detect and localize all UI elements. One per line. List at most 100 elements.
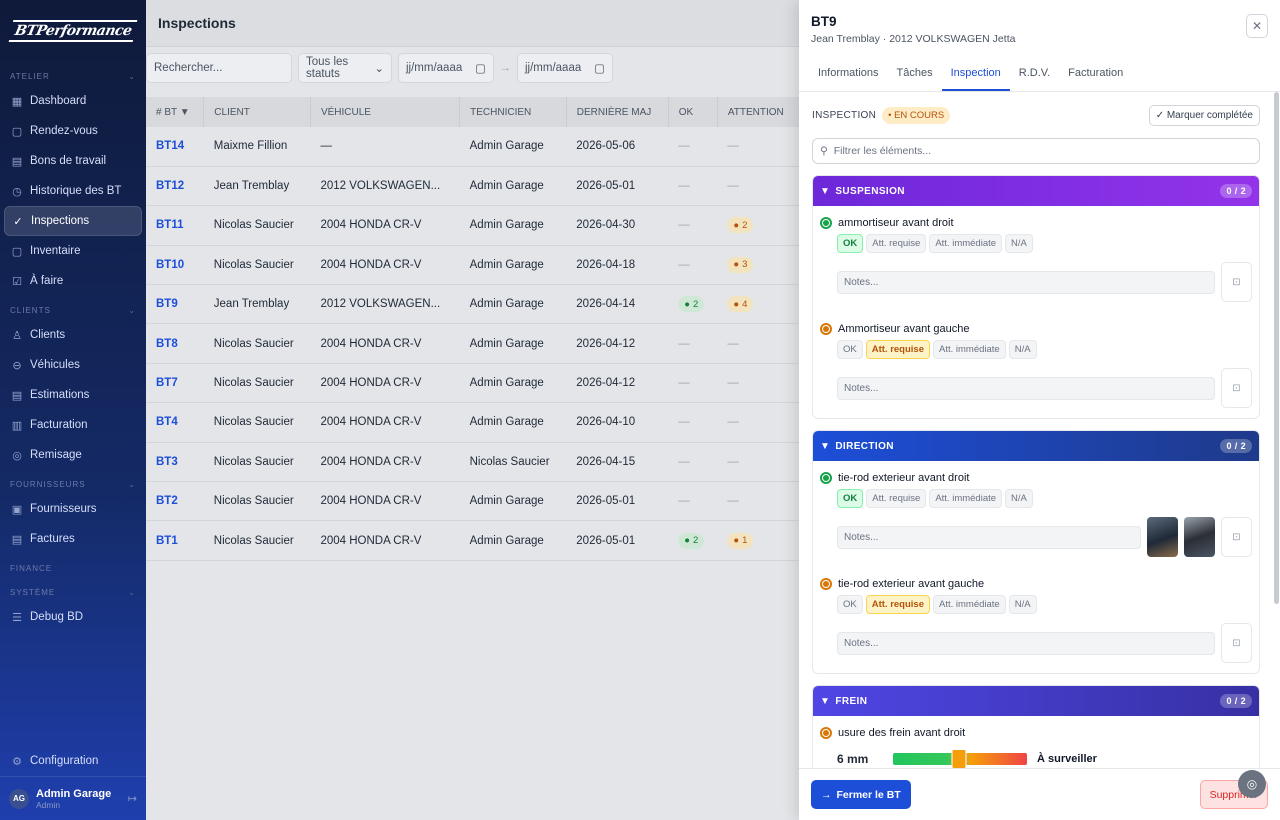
sidebar-item-debug-bd[interactable]: ☰ Debug BD: [4, 602, 142, 632]
help-fab[interactable]: ◎: [1238, 770, 1266, 798]
category-header[interactable]: ▼ SUSPENSION 0 / 2: [813, 176, 1259, 206]
table-row[interactable]: BT10 Nicolas Saucier 2004 HONDA CR-V Admin …: [146, 245, 799, 285]
column-header[interactable]: DERNIÈRE MAJ: [566, 97, 669, 127]
sidebar-item-fournisseurs[interactable]: ▣ Fournisseurs: [4, 494, 142, 524]
sidebar-item-factures[interactable]: ▤ Factures: [4, 524, 142, 554]
status-option-button[interactable]: OK: [837, 340, 863, 359]
status-option-button[interactable]: N/A: [1005, 234, 1033, 253]
bt-link[interactable]: BT12: [156, 180, 185, 193]
table-row[interactable]: BT8 Nicolas Saucier 2004 HONDA CR-V Admin G…: [146, 324, 799, 364]
table-row[interactable]: BT9 Jean Tremblay 2012 VOLKSWAGEN... Admin …: [146, 285, 799, 324]
table-row[interactable]: BT2 Nicolas Saucier 2004 HONDA CR-V Admin G…: [146, 482, 799, 521]
bt-link[interactable]: BT8: [156, 337, 178, 350]
notes-input[interactable]: Notes...: [837, 631, 1215, 655]
sidebar-item-configuration[interactable]: ⚙ Configuration: [4, 746, 142, 776]
status-option-button[interactable]: Att. immédiate: [933, 595, 1006, 614]
sidebar-item-inventaire[interactable]: ▢ Inventaire: [4, 236, 142, 266]
bt-link[interactable]: BT3: [156, 455, 178, 468]
category-header[interactable]: ▼ FREIN 0 / 2: [813, 686, 1259, 716]
status-option-button[interactable]: Att. requise: [866, 489, 927, 508]
table-row[interactable]: BT12 Jean Tremblay 2012 VOLKSWAGEN... Admin…: [146, 166, 799, 206]
sidebar-section-title[interactable]: FOURNISSEURS ⌄: [0, 474, 146, 494]
column-header[interactable]: TECHNICIEN: [459, 97, 567, 127]
status-option-button[interactable]: OK: [837, 234, 864, 253]
column-header[interactable]: # BT ▼: [146, 97, 205, 127]
status-option-button[interactable]: OK: [837, 595, 863, 614]
status-option-button[interactable]: Att. immédiate: [929, 234, 1003, 253]
table-row[interactable]: BT7 Nicolas Saucier 2004 HONDA CR-V Admin G…: [146, 363, 799, 403]
status-option-button[interactable]: N/A: [1008, 340, 1037, 359]
table-row[interactable]: BT4 Nicolas Saucier 2004 HONDA CR-V Admin G…: [146, 403, 799, 443]
tab-facturation[interactable]: Facturation: [1068, 67, 1124, 79]
bt-link[interactable]: BT11: [156, 219, 184, 232]
bt-link[interactable]: BT2: [156, 495, 178, 508]
date-to-input[interactable]: jj/mm/aaaa ▢: [517, 53, 613, 83]
table-row[interactable]: BT14 Maixme Fillion — Admin Garage 2026-05-0…: [146, 127, 799, 167]
sidebar-item-remisage[interactable]: ◎ Remisage: [4, 440, 142, 470]
sidebar-section-title[interactable]: CLIENTS ⌄: [0, 300, 146, 320]
filter-items-input[interactable]: ⚲ Filtrer les éléments...: [812, 138, 1260, 164]
sidebar-section-title[interactable]: FINANCE: [0, 558, 146, 578]
bt-link[interactable]: BT4: [156, 416, 178, 429]
sidebar-item--faire[interactable]: ☑ À faire: [4, 266, 142, 296]
table-row[interactable]: BT3 Nicolas Saucier 2004 HONDA CR-V Nicolas…: [146, 442, 799, 482]
column-header[interactable]: VÉHICULE: [310, 97, 461, 127]
bt-link[interactable]: BT9: [156, 298, 178, 311]
status-option-button[interactable]: Att. requise: [865, 340, 930, 359]
close-button[interactable]: ✕: [1246, 14, 1268, 38]
column-header[interactable]: OK: [668, 97, 718, 127]
sidebar-item-dashboard[interactable]: ▦ Dashboard: [4, 86, 142, 116]
tab-t-ches[interactable]: Tâches: [896, 67, 933, 79]
column-header[interactable]: ATTENTION: [727, 106, 784, 118]
status-option-button[interactable]: Att. immédiate: [929, 489, 1003, 508]
add-photo-button[interactable]: ⊡: [1221, 517, 1252, 557]
sidebar-item-bons-de-travail[interactable]: ▤ Bons de travail: [4, 146, 142, 176]
category-header[interactable]: ▼ DIRECTION 0 / 2: [813, 431, 1259, 461]
status-option-button[interactable]: N/A: [1008, 595, 1037, 614]
tab-r-d-v-[interactable]: R.D.V.: [1018, 67, 1051, 79]
inspection-header: INSPECTION • EN COURS ✓ Marquer complété…: [812, 92, 1260, 138]
table-row[interactable]: BT1 Nicolas Saucier 2004 HONDA CR-V Admin G…: [146, 521, 799, 561]
sidebar-item-inspections[interactable]: ✓ Inspections: [4, 206, 142, 236]
search-input[interactable]: Rechercher...: [146, 53, 292, 83]
close-bt-button[interactable]: → Fermer le BT: [811, 780, 911, 809]
notes-input[interactable]: Notes...: [837, 525, 1141, 549]
sidebar-item-v-hicules[interactable]: ⊖ Véhicules: [4, 350, 142, 380]
add-photo-button[interactable]: ⊡: [1221, 368, 1252, 408]
wear-gauge-slider[interactable]: [893, 749, 1027, 768]
table-row[interactable]: BT11 Nicolas Saucier 2004 HONDA CR-V Admin …: [146, 206, 799, 246]
bt-link[interactable]: BT14: [156, 140, 185, 153]
panel-scrollbar[interactable]: [1274, 92, 1279, 604]
logout-icon[interactable]: ↦: [127, 793, 137, 805]
photo-thumbnail[interactable]: [1184, 517, 1215, 557]
bt-link[interactable]: BT1: [156, 534, 178, 547]
sidebar-section-title[interactable]: SYSTÈME ⌄: [0, 582, 146, 602]
sidebar-section-title[interactable]: ATELIER ⌄: [0, 66, 146, 86]
sidebar-item-estimations[interactable]: ▤ Estimations: [4, 380, 142, 410]
add-photo-button[interactable]: ⊡: [1221, 262, 1252, 302]
app-logo[interactable]: BTPerformance: [0, 0, 146, 62]
add-photo-button[interactable]: ⊡: [1221, 623, 1252, 663]
mark-complete-button[interactable]: ✓ Marquer complétée: [1148, 104, 1260, 126]
photo-thumbnail[interactable]: [1147, 517, 1178, 557]
column-header[interactable]: CLIENT: [203, 97, 311, 127]
tab-inspection[interactable]: Inspection: [941, 57, 1010, 91]
notes-input[interactable]: Notes...: [837, 376, 1215, 400]
status-option-button[interactable]: Att. requise: [866, 234, 927, 253]
date-from-input[interactable]: jj/mm/aaaa ▢: [398, 53, 494, 83]
notes-input[interactable]: Notes...: [837, 270, 1215, 294]
sidebar-item-rendez-vous[interactable]: ▢ Rendez-vous: [4, 116, 142, 146]
sidebar-item-historique-des-bt[interactable]: ◷ Historique des BT: [4, 176, 142, 206]
status-option-button[interactable]: OK: [837, 489, 864, 508]
bt-link[interactable]: BT7: [156, 377, 178, 390]
tab-informations[interactable]: Informations: [818, 67, 879, 79]
gauge-thumb[interactable]: [951, 749, 967, 768]
user-menu[interactable]: AG Admin Garage Admin ↦: [0, 776, 146, 820]
sidebar-item-facturation[interactable]: ▥ Facturation: [4, 410, 142, 440]
sidebar-item-clients[interactable]: ♙ Clients: [4, 320, 142, 350]
status-option-button[interactable]: Att. immédiate: [933, 340, 1006, 359]
status-option-button[interactable]: N/A: [1005, 489, 1033, 508]
bt-link[interactable]: BT10: [156, 258, 185, 271]
status-option-button[interactable]: Att. requise: [865, 595, 930, 614]
status-select[interactable]: Tous les statuts ⌄: [298, 53, 392, 83]
